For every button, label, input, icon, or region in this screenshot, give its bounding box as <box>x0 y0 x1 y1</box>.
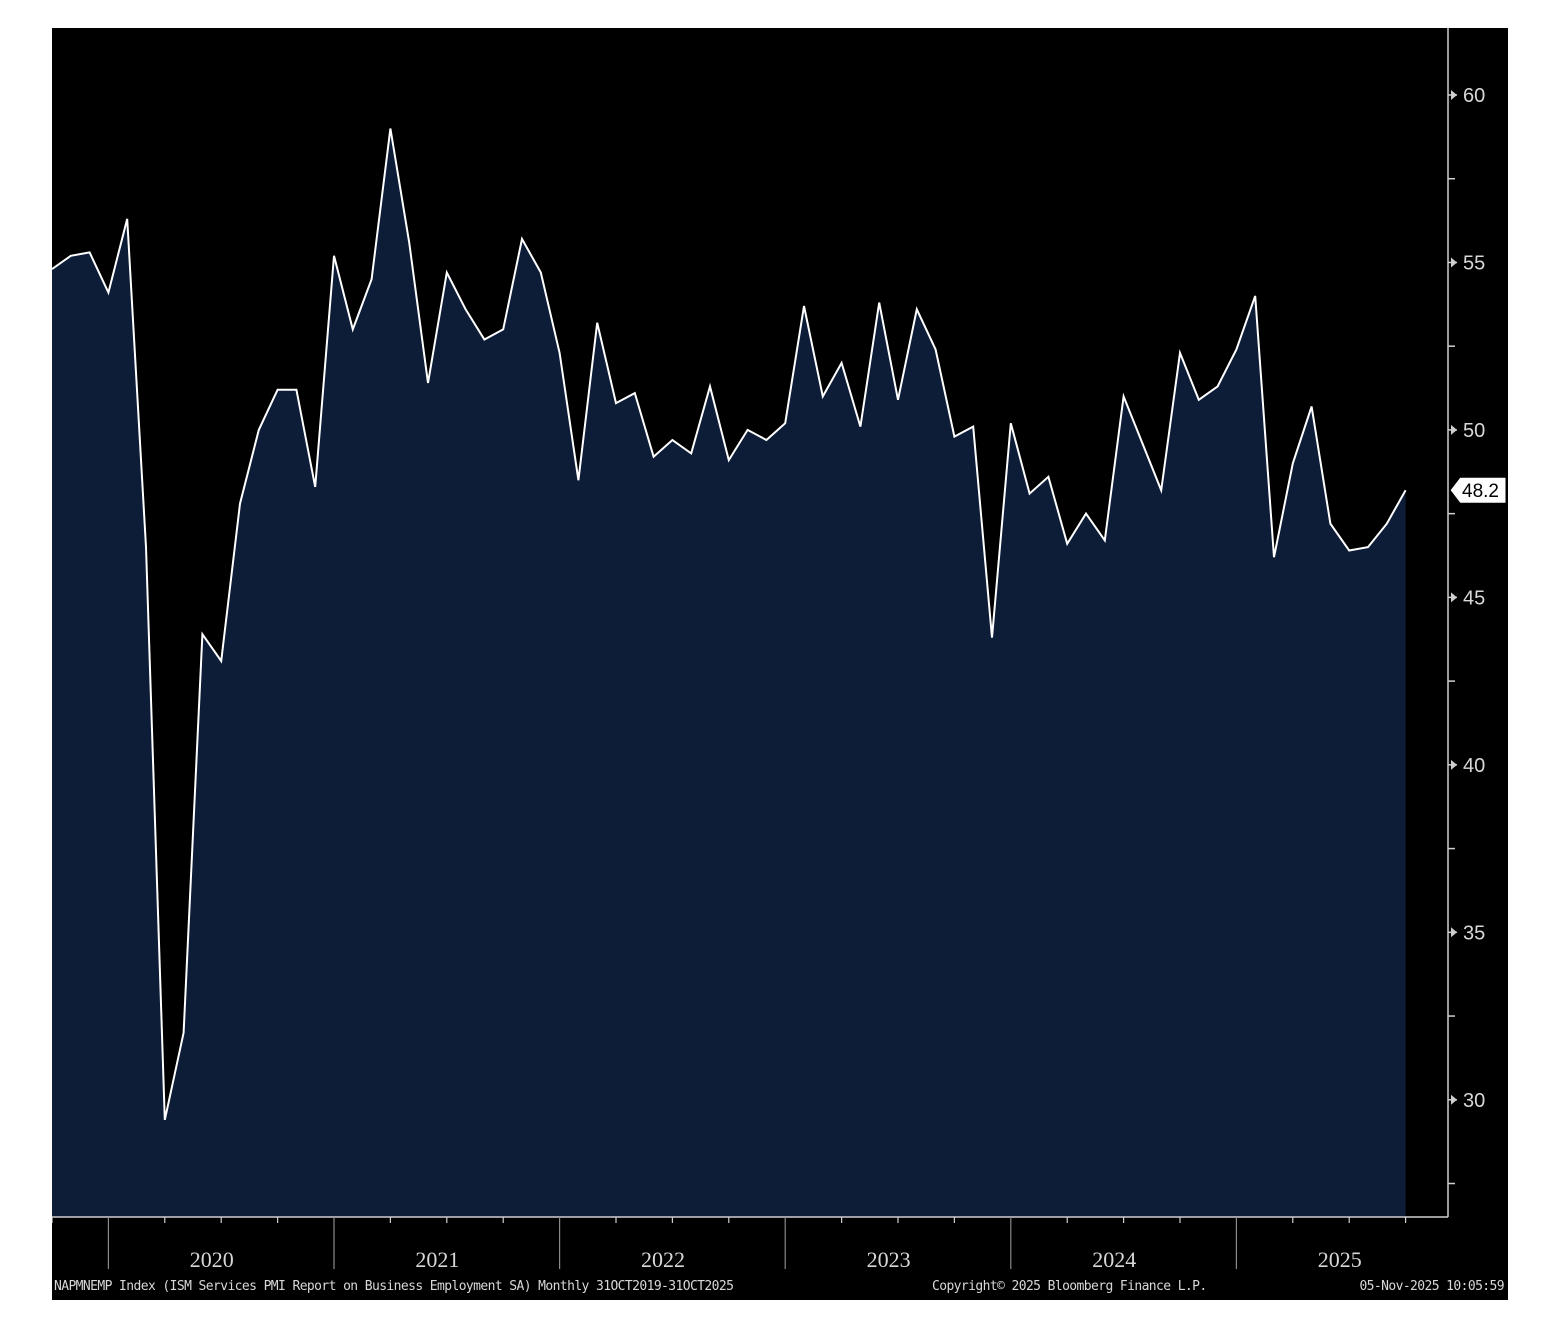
x-year-label: 2024 <box>1092 1247 1136 1272</box>
y-tick-label: 55 <box>1463 252 1485 274</box>
y-tick-label: 40 <box>1463 755 1485 777</box>
y-tick-arrow <box>1451 927 1457 938</box>
last-value-marker <box>1449 476 1507 504</box>
area-fill <box>52 128 1406 1217</box>
footer-copyright: Copyright© 2025 Bloomberg Finance L.P. <box>932 1279 1207 1294</box>
footer-description: NAPMNEMP Index (ISM Services PMI Report … <box>54 1279 734 1294</box>
x-year-label: 2023 <box>867 1247 911 1272</box>
y-tick-label: 30 <box>1463 1090 1485 1112</box>
x-year-label: 2022 <box>641 1247 685 1272</box>
y-tick-arrow <box>1451 759 1457 770</box>
chart-frame: 30 35 40 45 50 55 60 48.2 2020 2021 2022 2023 2024 20… <box>52 28 1508 1300</box>
footer-timestamp: 05-Nov-2025 10:05:59 <box>1359 1279 1504 1294</box>
chart-plot: 30 35 40 45 50 55 60 48.2 2020 2021 2022 2023 2024 20… <box>52 28 1507 1272</box>
y-tick-label: 60 <box>1463 85 1485 107</box>
last-value-label: 48.2 <box>1462 481 1499 502</box>
y-tick-arrow <box>1451 592 1457 603</box>
y-tick-label: 35 <box>1463 922 1485 944</box>
y-tick-arrow <box>1451 89 1457 100</box>
x-year-label: 2021 <box>415 1247 459 1272</box>
y-tick-arrow <box>1451 257 1457 268</box>
y-tick-label: 45 <box>1463 587 1485 609</box>
y-tick-arrow <box>1451 424 1457 435</box>
y-tick-arrow <box>1451 1094 1457 1105</box>
y-tick-label: 50 <box>1463 420 1485 442</box>
x-year-label: 2020 <box>190 1247 234 1272</box>
x-year-label: 2025 <box>1318 1247 1362 1272</box>
